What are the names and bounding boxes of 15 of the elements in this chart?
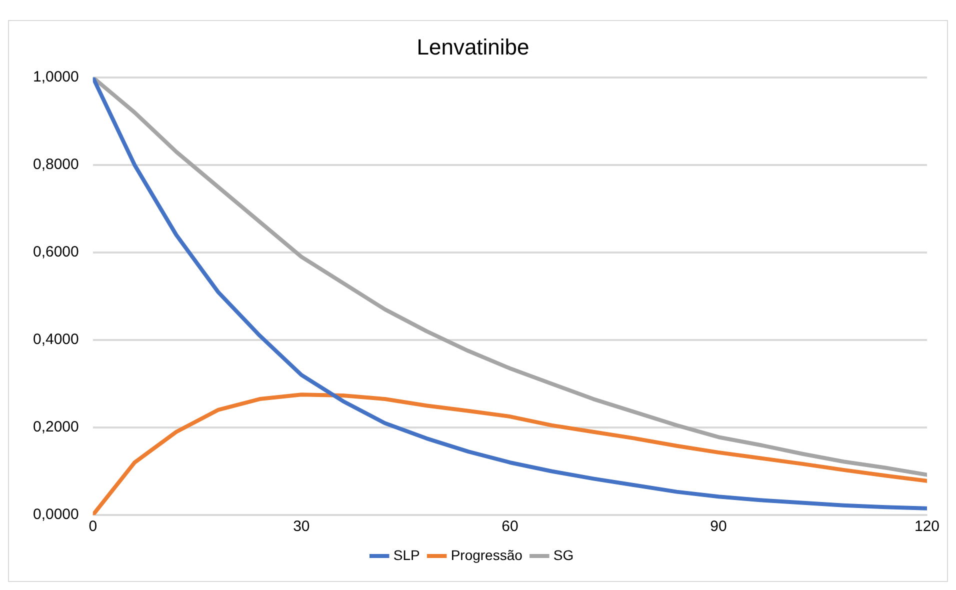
legend-label: SG [553, 546, 574, 563]
legend-label: SLP [393, 546, 420, 563]
x-tick-label: 30 [293, 518, 310, 536]
x-tick-label: 90 [710, 518, 727, 536]
chart-title: Lenvatinibe [416, 34, 530, 60]
y-tick-label: 0,8000 [32, 156, 79, 174]
x-tick-label: 0 [88, 518, 98, 536]
y-tick-label: 0,2000 [32, 418, 79, 436]
x-tick-label: 120 [914, 518, 940, 536]
y-tick-label: 0,0000 [32, 506, 79, 524]
y-tick-label: 0,6000 [32, 244, 79, 261]
legend-label: Progressão [450, 546, 523, 563]
x-tick-label: 60 [502, 518, 518, 536]
y-tick-label: 1,0000 [32, 68, 79, 86]
y-tick-label: 0,4000 [32, 331, 79, 348]
